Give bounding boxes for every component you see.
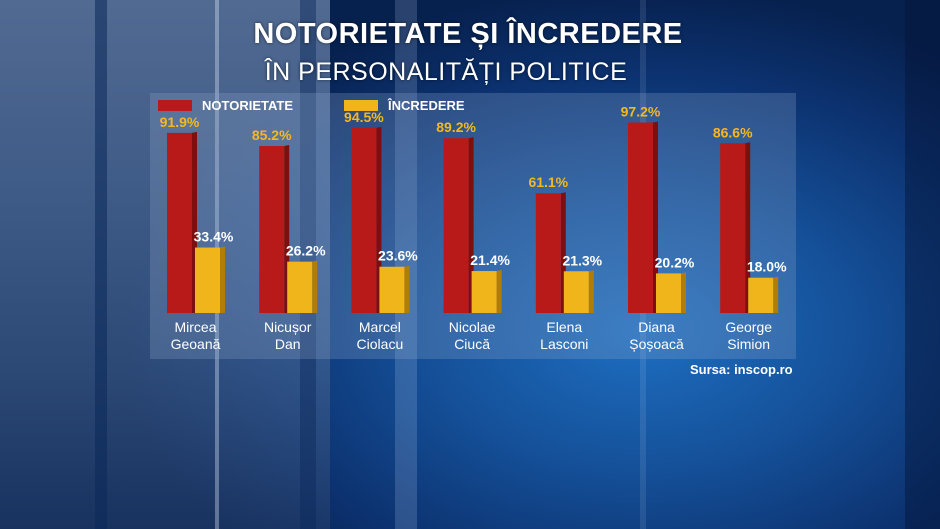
value-label-incredere: 21.4% [470,252,510,268]
bar-incredere [195,247,220,313]
chart-subtitle: ÎN PERSONALITĂȚI POLITICE [264,58,628,86]
value-label-incredere: 26.2% [286,243,326,259]
category-label: George [725,319,772,335]
category-label: Ciucă [454,336,490,352]
bar-side [496,270,502,313]
bar-side [745,142,751,313]
category-label: Marcel [359,319,401,335]
value-label-notorietate: 89.2% [436,119,476,135]
legend-swatch-incredere [344,100,378,111]
bar-side [588,270,594,313]
bar-side [468,137,474,313]
background-stripe [905,0,940,529]
value-label-notorietate: 61.1% [528,174,568,190]
bar-side [773,276,779,313]
bar-incredere [748,277,774,313]
bar-notorietate [351,127,377,313]
category-label: Elena [546,319,582,335]
bar-incredere [656,273,681,313]
bar-notorietate [167,132,192,313]
legend-label-incredere: ÎNCREDERE [388,98,465,113]
bar-notorietate [535,193,561,313]
bar-notorietate [259,146,285,313]
bar-side [681,272,686,313]
value-label-notorietate: 86.6% [713,124,753,140]
bar-side [220,246,225,313]
value-label-incredere: 33.4% [194,229,234,245]
value-label-notorietate: 94.5% [344,109,384,125]
legend-swatch-notorietate [158,100,192,111]
category-label: Lasconi [540,336,588,352]
bar-side [376,126,382,313]
value-label-notorietate: 91.9% [160,114,200,130]
background-stripe [95,0,107,529]
value-label-incredere: 23.6% [378,248,418,264]
category-label: Nicușor [264,319,312,335]
category-label: Ciolacu [357,336,404,352]
bar-incredere [287,261,313,313]
bar-notorietate [720,143,746,313]
value-label-notorietate: 85.2% [252,127,292,143]
value-label-incredere: 21.3% [562,252,602,268]
value-label-incredere: 18.0% [747,259,787,275]
bar-notorietate [443,138,469,313]
category-label: Mircea [174,319,216,335]
background-stripe [395,0,417,529]
category-label: Diana [638,319,675,335]
category-label: Dan [275,336,301,352]
source-label: Sursa: inscop.ro [690,362,793,377]
legend-label-notorietate: NOTORIETATE [202,98,293,113]
bar-notorietate [628,122,653,313]
category-label: Geoană [171,336,221,352]
value-label-incredere: 20.2% [655,254,695,270]
bar-side [653,121,658,313]
bar-side [404,265,410,313]
category-label: Nicolae [449,319,496,335]
category-label: Șoșoacă [629,336,684,352]
bar-incredere [471,271,497,313]
bar-incredere [379,266,405,313]
category-label: Simion [727,336,770,352]
chart-title: NOTORIETATE ȘI ÎNCREDERE [253,18,683,50]
bar-incredere [563,271,589,313]
value-label-notorietate: 97.2% [621,103,661,119]
bar-side [312,260,318,313]
